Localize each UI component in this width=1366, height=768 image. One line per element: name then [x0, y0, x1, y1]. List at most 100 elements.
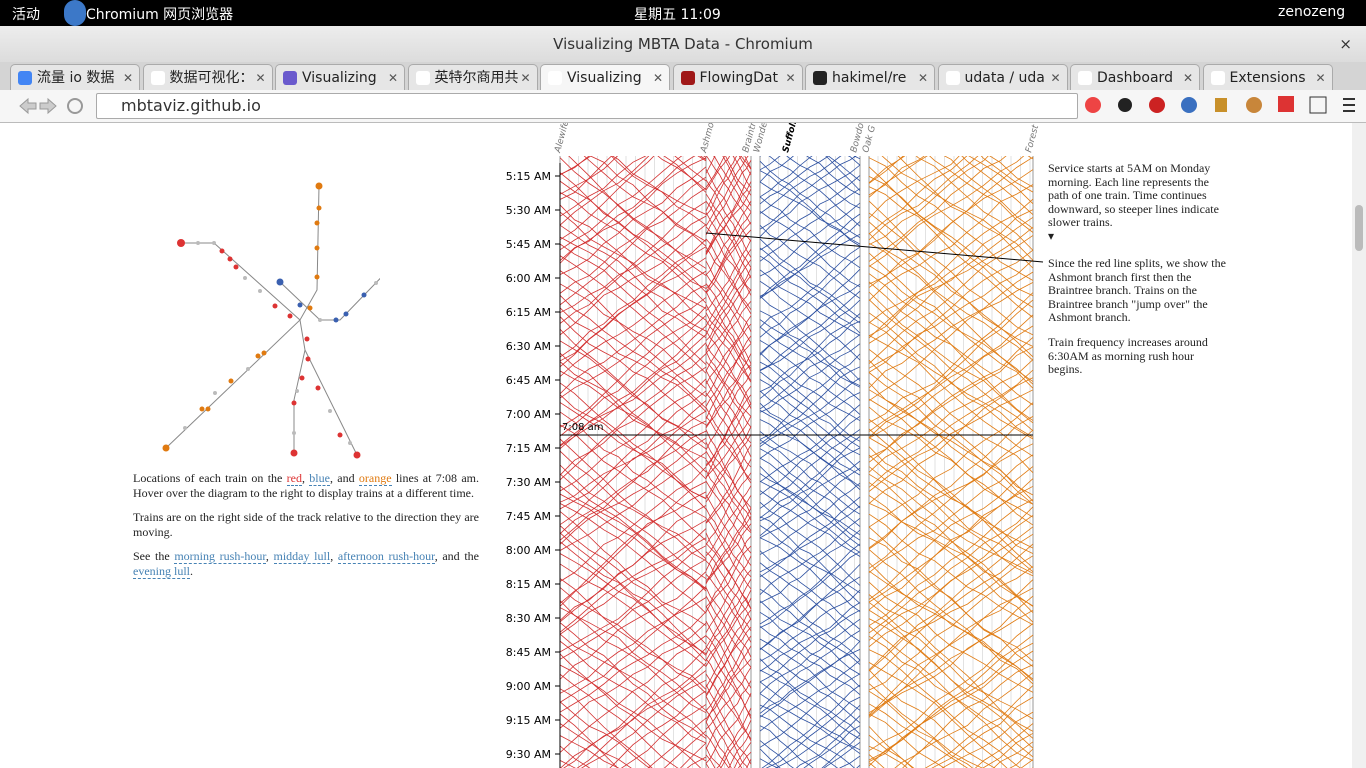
train-path: [560, 438, 707, 562]
menu-button[interactable]: [1343, 98, 1355, 112]
toggle[interactable]: ▾: [1048, 228, 1055, 243]
train-path: [560, 156, 683, 251]
web-content: Locations of each train on the red, blue…: [0, 123, 1352, 768]
train-path: [737, 751, 752, 768]
train-path: [560, 735, 620, 768]
tab-close[interactable]: ✕: [1182, 71, 1193, 85]
train-path: [759, 404, 861, 483]
tab[interactable]: Extensions ✕: [1202, 64, 1333, 91]
train-path: [868, 499, 1034, 627]
link[interactable]: red: [286, 471, 302, 486]
tab-close[interactable]: ✕: [652, 71, 663, 85]
tab[interactable]: Visualizing ✕: [275, 64, 405, 91]
train-path: [868, 265, 1034, 385]
activities[interactable]: 活动: [12, 7, 40, 23]
app-menu[interactable]: Chromium 网页浏览器: [86, 7, 234, 23]
train-path: [868, 625, 1034, 761]
ext-icon[interactable]: [1118, 98, 1132, 112]
train-path: [868, 502, 1034, 607]
train-path: [760, 123, 860, 152]
train-path: [827, 156, 861, 182]
forward-button[interactable]: [39, 97, 57, 115]
train-path: [705, 351, 752, 417]
train-path: [868, 443, 1034, 549]
train-path: [560, 378, 707, 492]
ext-icon[interactable]: [1246, 97, 1262, 113]
train-path: [560, 297, 707, 399]
train-path: [705, 343, 752, 420]
train-path: [560, 622, 707, 737]
train-path: [560, 157, 707, 269]
train-path: [761, 684, 861, 768]
train-path: [705, 212, 752, 291]
nav-buttons: [19, 97, 83, 115]
ext-icon[interactable]: [1278, 96, 1294, 112]
link[interactable]: midday lull: [273, 549, 331, 564]
time-label: 5:45 AM: [506, 238, 551, 251]
train-path: [740, 156, 752, 170]
ext-icon[interactable]: [1181, 97, 1197, 113]
tab[interactable]: 流量 io 数据 ✕: [10, 64, 140, 91]
tab[interactable]: Visualizing ✕: [540, 64, 670, 91]
ext-icon[interactable]: [1149, 97, 1165, 113]
tab[interactable]: 英特尔商用共 ✕: [407, 64, 538, 91]
train-path: [869, 123, 1033, 153]
scroll-thumb[interactable]: [1355, 205, 1363, 251]
tab-close[interactable]: ✕: [1315, 71, 1326, 85]
ext-icon[interactable]: [1215, 98, 1227, 112]
train-path: [560, 123, 706, 124]
train-dot: [314, 274, 320, 280]
train-path: [560, 481, 707, 607]
train-path: [868, 156, 979, 241]
scrollbar[interactable]: [1352, 123, 1366, 768]
tab[interactable]: udata / uda ✕: [937, 64, 1068, 91]
close-button[interactable]: ×: [1339, 35, 1352, 53]
tab-close[interactable]: ✕: [520, 71, 531, 85]
train-dot: [177, 239, 185, 247]
tab[interactable]: 数据可视化： ✕: [142, 64, 273, 91]
address-bar[interactable]: mbtaviz.github.io: [96, 93, 1078, 119]
train-path: [868, 156, 906, 184]
tab-close[interactable]: ✕: [122, 71, 133, 85]
train-path: [560, 123, 706, 142]
train-path: [560, 390, 707, 510]
tab[interactable]: Dashboard ✕: [1070, 64, 1200, 91]
tab-close[interactable]: ✕: [1050, 71, 1061, 85]
train-path: [560, 366, 707, 481]
link[interactable]: evening lull: [133, 564, 190, 579]
train-path: [868, 703, 968, 768]
train-path: [868, 335, 1034, 457]
link[interactable]: blue: [309, 471, 330, 486]
favicon: [1078, 71, 1092, 85]
reload-button[interactable]: [67, 98, 83, 114]
train-path: [657, 156, 707, 191]
tab-close[interactable]: ✕: [255, 71, 266, 85]
train-path: [759, 543, 861, 625]
clock[interactable]: 星期五 11:09: [634, 7, 721, 23]
tab[interactable]: hakimel/re ✕: [805, 64, 935, 91]
train-path: [705, 459, 752, 532]
tab-close[interactable]: ✕: [785, 71, 796, 85]
train-path: [705, 578, 752, 655]
tab[interactable]: FlowingDat ✕: [672, 64, 803, 91]
link[interactable]: orange: [358, 471, 392, 486]
train-dot: [258, 289, 262, 293]
train-path: [705, 403, 752, 479]
train-path: [610, 156, 707, 215]
tab-close[interactable]: ✕: [387, 71, 398, 85]
ext-icon[interactable]: [1085, 97, 1101, 113]
link[interactable]: morning rush-hour: [174, 549, 266, 564]
train-path: [705, 508, 752, 578]
train-path: [759, 343, 861, 413]
ext-icon[interactable]: [1309, 96, 1327, 114]
link[interactable]: afternoon rush-hour: [337, 549, 435, 564]
marey-diagram[interactable]: 5:15 AM 5:30 AM 5:45 AM 6:00 AM 6:15 AM 6:30 …: [490, 123, 1050, 768]
train-path: [759, 320, 861, 392]
user-menu[interactable]: zenozeng: [1278, 4, 1346, 20]
back-button[interactable]: [19, 97, 37, 115]
train-path: [560, 156, 590, 175]
train-path: [868, 249, 1034, 373]
tab-close[interactable]: ✕: [917, 71, 928, 85]
train-path: [705, 426, 752, 499]
train-path: [868, 570, 1034, 682]
